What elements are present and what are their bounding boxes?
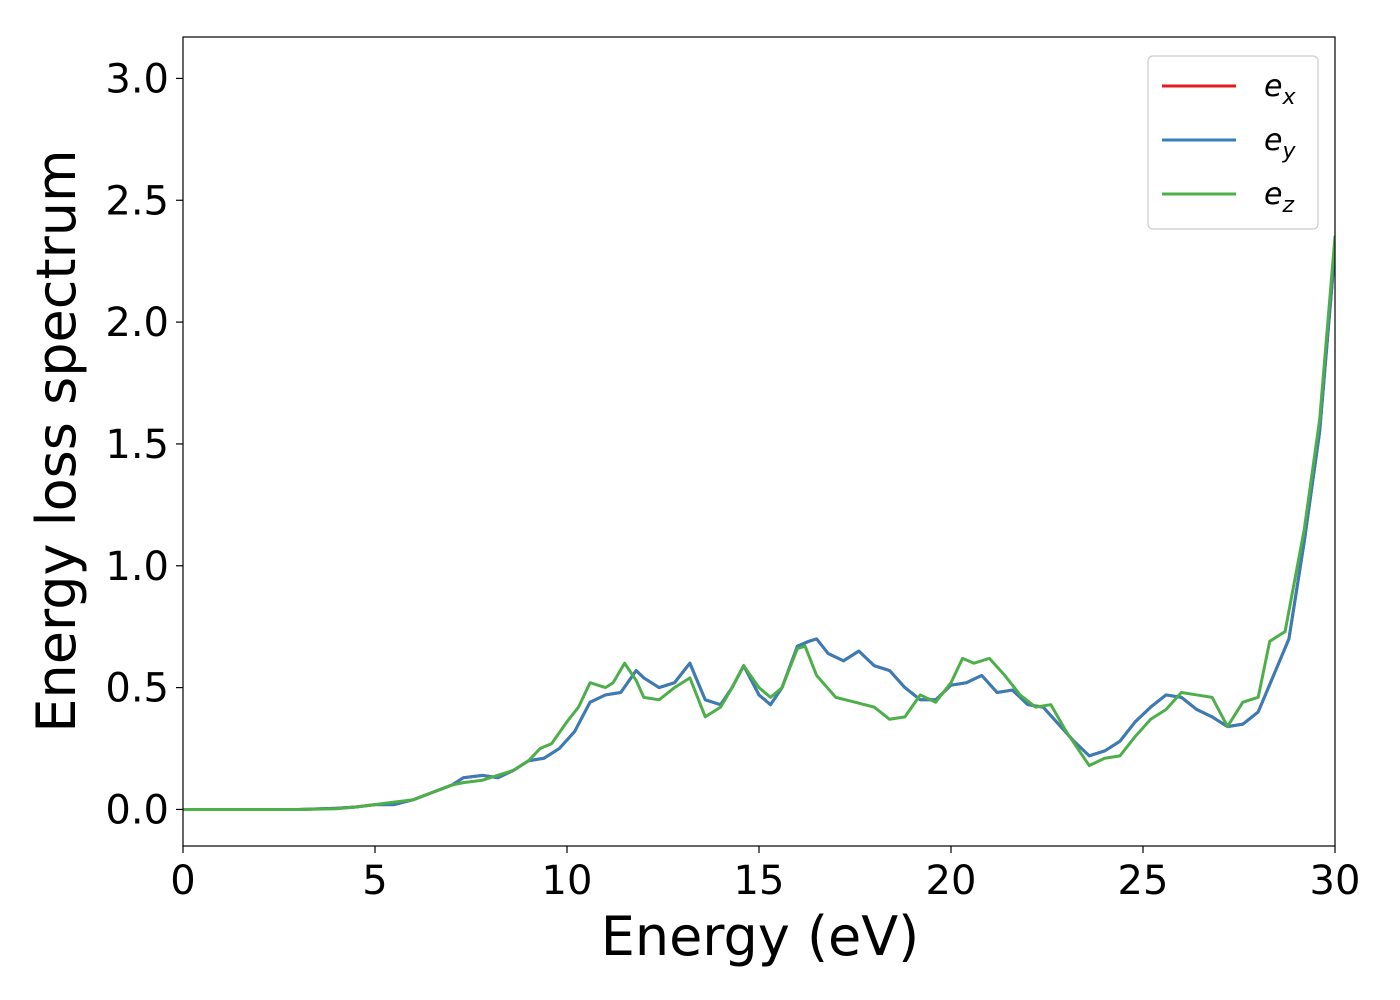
x-tick-label: 15 bbox=[734, 858, 785, 904]
y-tick-label: 1.0 bbox=[105, 544, 169, 590]
x-tick-label: 0 bbox=[170, 858, 195, 904]
x-axis-title: Energy (eV) bbox=[601, 905, 920, 968]
legend-label-y: ey bbox=[1264, 123, 1296, 164]
x-tick-label: 5 bbox=[362, 858, 387, 904]
series-lines bbox=[183, 235, 1335, 811]
series-line-y bbox=[183, 247, 1335, 811]
series-line-x bbox=[183, 247, 1335, 811]
x-tick-label: 30 bbox=[1310, 858, 1361, 904]
legend-box bbox=[1147, 55, 1319, 230]
y-axis-title: Energy loss spectrum bbox=[25, 149, 88, 732]
x-tick-label: 25 bbox=[1118, 858, 1169, 904]
x-tick-label: 20 bbox=[926, 858, 977, 904]
legend: ex ey ez bbox=[1147, 55, 1319, 230]
legend-label-z: ez bbox=[1264, 177, 1294, 218]
y-tick-label: 0.0 bbox=[105, 787, 169, 833]
y-tick-label: 3.0 bbox=[105, 56, 169, 102]
y-tick-label: 2.0 bbox=[105, 300, 169, 346]
y-tick-label: 0.5 bbox=[105, 666, 169, 712]
x-tick-label: 10 bbox=[542, 858, 593, 904]
axis-ticks: 0 5 10 15 20 25 30 0.0 0.5 1.0 1.5 2.0 2.5 3.0 bbox=[105, 56, 1360, 904]
y-tick-label: 2.5 bbox=[105, 178, 169, 224]
series-line-z bbox=[183, 235, 1335, 811]
legend-label-x: ex bbox=[1264, 69, 1296, 110]
y-tick-label: 1.5 bbox=[105, 422, 169, 468]
